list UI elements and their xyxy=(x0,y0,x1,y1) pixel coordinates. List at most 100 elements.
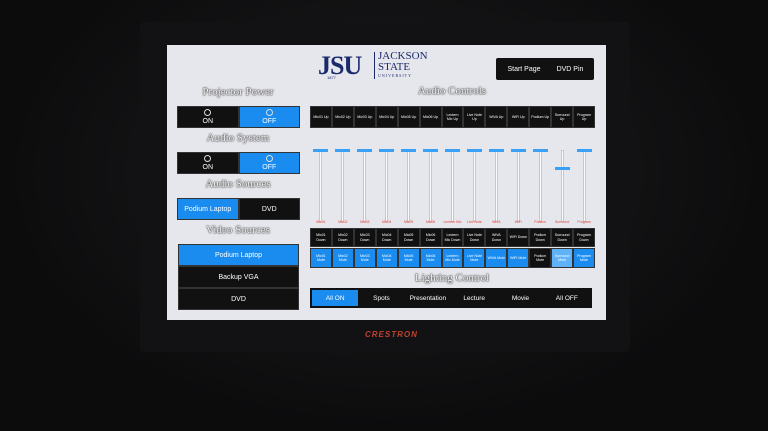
section-title: Audio System xyxy=(206,132,270,144)
volume-up-button[interactable]: Mic05 Up xyxy=(397,106,420,128)
button-label: Backup VGA xyxy=(218,273,259,281)
volume-down-button[interactable]: Lectern Mic Down xyxy=(441,228,464,247)
fader-track xyxy=(538,150,542,222)
mute-button[interactable]: Program Mute xyxy=(573,248,595,268)
section-title: Audio Sources xyxy=(205,178,271,190)
volume-down-button[interactable]: Mic03 Down xyxy=(353,228,376,247)
lighting-button[interactable]: Lecture xyxy=(451,290,498,306)
toggle-button[interactable]: Podium Laptop xyxy=(177,198,239,220)
channel-label: Podium xyxy=(534,220,547,224)
volume-down-button[interactable]: Surround Down xyxy=(551,228,574,247)
name-line: STATE xyxy=(378,61,411,73)
fader-track xyxy=(341,150,345,222)
volume-up-button[interactable]: Lectern Mic Up xyxy=(441,106,464,128)
volume-up-button[interactable]: WiFi Up xyxy=(507,106,530,128)
volume-up-button[interactable]: Mic06 Up xyxy=(419,106,442,128)
volume-down-button[interactable]: Mic06 Down xyxy=(419,228,442,247)
logo-year: 1877 xyxy=(327,75,336,80)
brand: CRESTRON xyxy=(365,330,418,339)
volume-up-button[interactable]: Mic01 Up xyxy=(310,106,332,128)
fader-handle xyxy=(554,166,570,170)
channel-label: Mic06 xyxy=(425,220,436,224)
channel-label: Live Note xyxy=(467,220,482,224)
header-buttons: Start Page DVD Pin xyxy=(496,58,594,80)
start-page-button[interactable]: Start Page xyxy=(500,58,548,80)
channel-label: WiVA xyxy=(492,220,501,224)
button-label: Presentation xyxy=(409,294,447,302)
mute-button[interactable]: Mic06 Mute xyxy=(419,248,442,268)
fader-track xyxy=(319,150,323,222)
fader-handle xyxy=(379,148,395,152)
channel-label: WiFi xyxy=(514,220,522,224)
mute-button[interactable]: Mic02 Mute xyxy=(331,248,354,268)
channel-label: Lectern Mic xyxy=(443,220,462,224)
mute-button[interactable]: Live Note Mute xyxy=(463,248,486,268)
university-name: JACKSON STATE UNIVERSITY xyxy=(378,50,428,79)
mute-button[interactable]: Mic04 Mute xyxy=(375,248,398,268)
button-label: Podium Laptop xyxy=(184,205,232,213)
volume-up-button[interactable]: Mic02 Up xyxy=(331,106,354,128)
channel-label: Surround xyxy=(554,220,570,224)
channel-label: Mic02 xyxy=(338,220,348,224)
fader-handle xyxy=(576,148,592,152)
lighting-button[interactable]: All OFF xyxy=(543,290,590,306)
volume-down-button[interactable]: WiFi Down xyxy=(507,228,530,247)
video-source-button[interactable]: DVD xyxy=(178,288,299,310)
volume-down-button[interactable]: WiVA Down xyxy=(485,228,508,247)
channel-label: Mic04 xyxy=(382,220,392,224)
toggle-button[interactable]: OFF xyxy=(238,106,300,128)
volume-down-button[interactable]: Mic04 Down xyxy=(375,228,398,247)
volume-down-button[interactable]: Podium Down xyxy=(529,228,552,247)
touch-screen: JSU 1877 JACKSON STATE UNIVERSITY Start … xyxy=(167,45,606,320)
volume-up-button[interactable]: Mic03 Up xyxy=(353,106,376,128)
button-label: DVD xyxy=(261,205,277,213)
fader-track xyxy=(429,150,433,222)
volume-down-button[interactable]: Live Note Down xyxy=(463,228,486,247)
mute-button[interactable]: Mic03 Mute xyxy=(353,248,376,268)
logo: JSU xyxy=(318,51,362,80)
toggle-button[interactable]: OFF xyxy=(238,152,300,174)
fader-handle xyxy=(423,148,439,152)
video-source-button[interactable]: Backup VGA xyxy=(178,266,299,288)
lighting-button[interactable]: Movie xyxy=(497,290,544,306)
lighting-button[interactable]: All ON xyxy=(312,290,359,306)
channel-label: Mic01 xyxy=(316,220,326,224)
volume-down-button[interactable]: Mic05 Down xyxy=(397,228,420,247)
button-label: DVD xyxy=(231,295,246,303)
lighting-button[interactable]: Spots xyxy=(358,290,405,306)
volume-up-button[interactable]: Podium Up xyxy=(529,106,552,128)
button-label: All ON xyxy=(325,294,345,302)
video-source-button[interactable]: Podium Laptop xyxy=(178,244,299,266)
volume-up-button[interactable]: Live Note Up xyxy=(463,106,486,128)
mute-button[interactable]: Mic05 Mute xyxy=(397,248,420,268)
toggle-button[interactable]: ON xyxy=(177,106,239,128)
button-label: All OFF xyxy=(555,294,578,302)
fader-track xyxy=(407,150,411,222)
name-line: UNIVERSITY xyxy=(378,73,412,78)
dvd-pin-button[interactable]: DVD Pin xyxy=(548,58,592,80)
volume-up-button[interactable]: Mic04 Up xyxy=(375,106,398,128)
mute-button[interactable]: WiFi Mute xyxy=(507,248,530,268)
fader-track xyxy=(451,150,454,222)
fader-track xyxy=(494,150,498,222)
volume-up-button[interactable]: Program Up xyxy=(573,106,595,128)
volume-up-button[interactable]: Surround Up xyxy=(551,106,574,128)
mute-button[interactable]: Surround Mute xyxy=(551,248,574,268)
mute-button[interactable]: WiVA Mute xyxy=(485,248,508,268)
volume-down-button[interactable]: Mic02 Down xyxy=(331,228,354,247)
mute-button[interactable]: Podium Mute xyxy=(529,248,552,268)
name-line: JACKSON xyxy=(378,50,428,62)
mute-button[interactable]: Mic01 Mute xyxy=(310,248,332,268)
volume-up-button[interactable]: WiVA Up xyxy=(485,106,508,128)
lighting-button[interactable]: Presentation xyxy=(404,290,451,306)
fader-track xyxy=(363,150,367,222)
toggle-button[interactable]: DVD xyxy=(238,198,300,220)
volume-down-button[interactable]: Mic01 Down xyxy=(310,228,332,247)
fader-track xyxy=(516,150,520,222)
fader-track xyxy=(560,150,564,222)
fader-handle xyxy=(401,148,417,152)
toggle-button[interactable]: ON xyxy=(177,152,239,174)
volume-down-button[interactable]: Program Down xyxy=(573,228,595,247)
fader-track xyxy=(582,150,586,222)
mute-button[interactable]: Lectern Mic Mute xyxy=(441,248,464,268)
